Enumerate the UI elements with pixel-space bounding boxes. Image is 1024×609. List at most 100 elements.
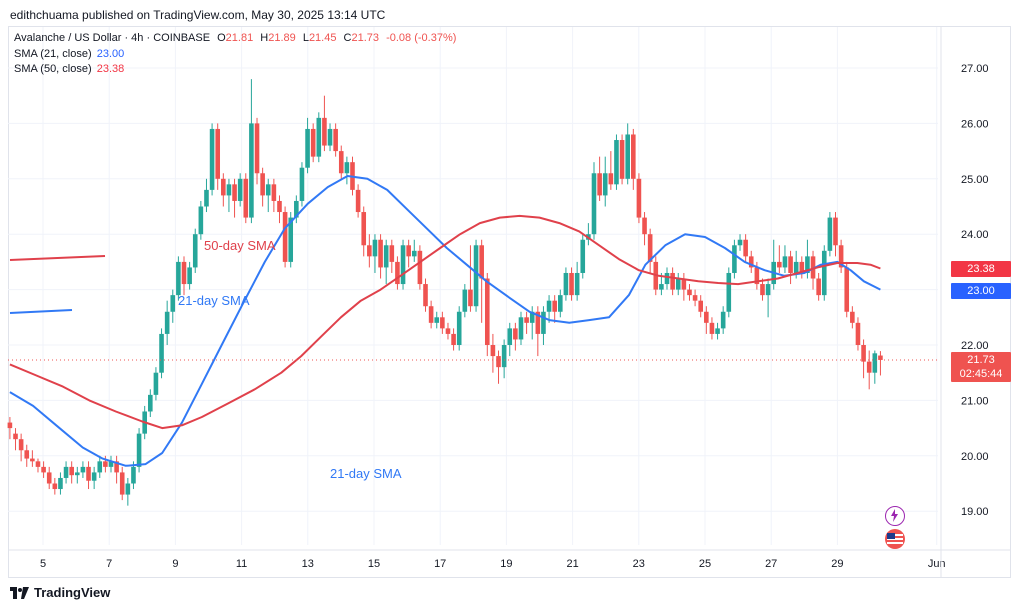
candle-body xyxy=(372,239,378,257)
sma21-line xyxy=(9,175,881,467)
candle-body xyxy=(209,128,215,190)
candle-body xyxy=(552,300,557,312)
tradingview-logo-text: TradingView xyxy=(34,585,111,600)
candle-body xyxy=(18,439,24,451)
candle-body xyxy=(254,123,260,174)
candle-body xyxy=(282,212,288,262)
candle-body xyxy=(136,433,142,467)
candle-body xyxy=(355,189,361,213)
candle-body xyxy=(878,355,883,360)
candle-body xyxy=(456,311,462,345)
candle-body xyxy=(187,267,192,285)
candle-body xyxy=(52,483,58,490)
candle-body xyxy=(473,245,479,307)
candle-body xyxy=(294,200,299,218)
close-value: 21.73 xyxy=(351,32,380,44)
candle-body xyxy=(125,483,131,495)
candle-body xyxy=(428,306,434,323)
candle-body xyxy=(310,128,316,157)
candle-body xyxy=(821,250,827,296)
candle-body xyxy=(619,140,625,179)
candle-body xyxy=(322,117,327,146)
open-value: 21.81 xyxy=(225,32,254,44)
sma50-legend[interactable]: SMA (50, close) 23.38 xyxy=(14,63,124,75)
candle-body xyxy=(496,356,501,368)
candle-body xyxy=(580,239,586,273)
flag-icon[interactable] xyxy=(885,529,905,549)
candle-body xyxy=(406,245,411,257)
high-label: H xyxy=(260,32,269,44)
candle-body xyxy=(602,173,608,196)
candle-body xyxy=(97,461,103,473)
lightning-icon[interactable] xyxy=(885,506,905,526)
low-label: L xyxy=(302,32,309,44)
candle-body xyxy=(30,458,35,462)
x-tick-label: 27 xyxy=(765,558,777,570)
candle-body xyxy=(720,311,726,329)
candle-body xyxy=(271,184,277,201)
publisher-caption: edithchuama published on TradingView.com… xyxy=(10,8,386,22)
candle-body xyxy=(490,345,496,357)
sma50-line xyxy=(9,214,881,430)
candle-body xyxy=(41,466,46,473)
candle-body xyxy=(288,217,294,262)
candle-body xyxy=(704,311,709,323)
candle-body xyxy=(777,261,782,268)
x-tick-label: 11 xyxy=(236,558,247,570)
x-tick-label: 9 xyxy=(172,558,178,570)
candle-body xyxy=(569,272,574,296)
sma21-annotation-top: 21-day SMA xyxy=(178,293,250,308)
candle-body xyxy=(74,472,80,476)
candle-body xyxy=(546,300,552,312)
candle-body xyxy=(850,311,855,323)
candle-body xyxy=(827,217,833,251)
x-tick-label: Jun xyxy=(928,558,946,570)
candle-body xyxy=(434,317,440,323)
y-tick-label: 24.00 xyxy=(961,229,989,241)
candle-body xyxy=(344,162,350,174)
candle-body xyxy=(687,289,692,296)
candle-body xyxy=(591,173,597,235)
candle-body xyxy=(338,151,344,174)
x-tick-label: 5 xyxy=(40,558,46,570)
y-tick-label: 19.00 xyxy=(961,506,989,518)
candle-body xyxy=(383,245,389,268)
last-price-value: 21.73 xyxy=(967,354,995,366)
sma21-legend[interactable]: SMA (21, close) 23.00 xyxy=(14,48,124,60)
candle-body xyxy=(681,278,687,290)
candle-body xyxy=(192,234,198,268)
candle-body xyxy=(726,272,732,312)
y-tick-label: 25.00 xyxy=(961,174,989,186)
candle-body xyxy=(367,245,372,257)
candle-body xyxy=(816,278,821,296)
candle-body xyxy=(164,311,170,334)
candle-body xyxy=(541,311,546,334)
last-price-badge: 21.73 02:45:44 xyxy=(951,352,1011,382)
candle-body xyxy=(445,328,451,334)
candle-body xyxy=(737,239,743,246)
candle-body xyxy=(675,278,681,290)
y-tick-label: 26.00 xyxy=(961,118,989,130)
candle-body xyxy=(119,472,125,495)
x-tick-label: 19 xyxy=(500,558,512,570)
candle-body xyxy=(625,134,630,179)
candle-body xyxy=(63,466,69,478)
candle-body xyxy=(316,117,322,157)
y-tick-label: 21.00 xyxy=(961,395,989,407)
tradingview-logo[interactable]: TradingView xyxy=(10,585,110,600)
sma50-legend-value: 23.38 xyxy=(96,63,125,75)
candle-body xyxy=(782,256,788,268)
candle-body xyxy=(103,461,108,467)
change-value: -0.08 (-0.37%) xyxy=(386,32,457,44)
candle-body xyxy=(524,317,529,323)
candle-body xyxy=(243,178,249,218)
x-tick-label: 29 xyxy=(831,558,843,570)
high-value: 21.89 xyxy=(268,32,296,44)
open-label: O xyxy=(217,32,226,44)
candle-body xyxy=(361,212,367,246)
candle-body xyxy=(788,256,793,273)
sma50-legend-label: SMA (50, close) xyxy=(14,63,92,75)
candle-body xyxy=(861,345,866,362)
candle-body xyxy=(838,245,844,268)
